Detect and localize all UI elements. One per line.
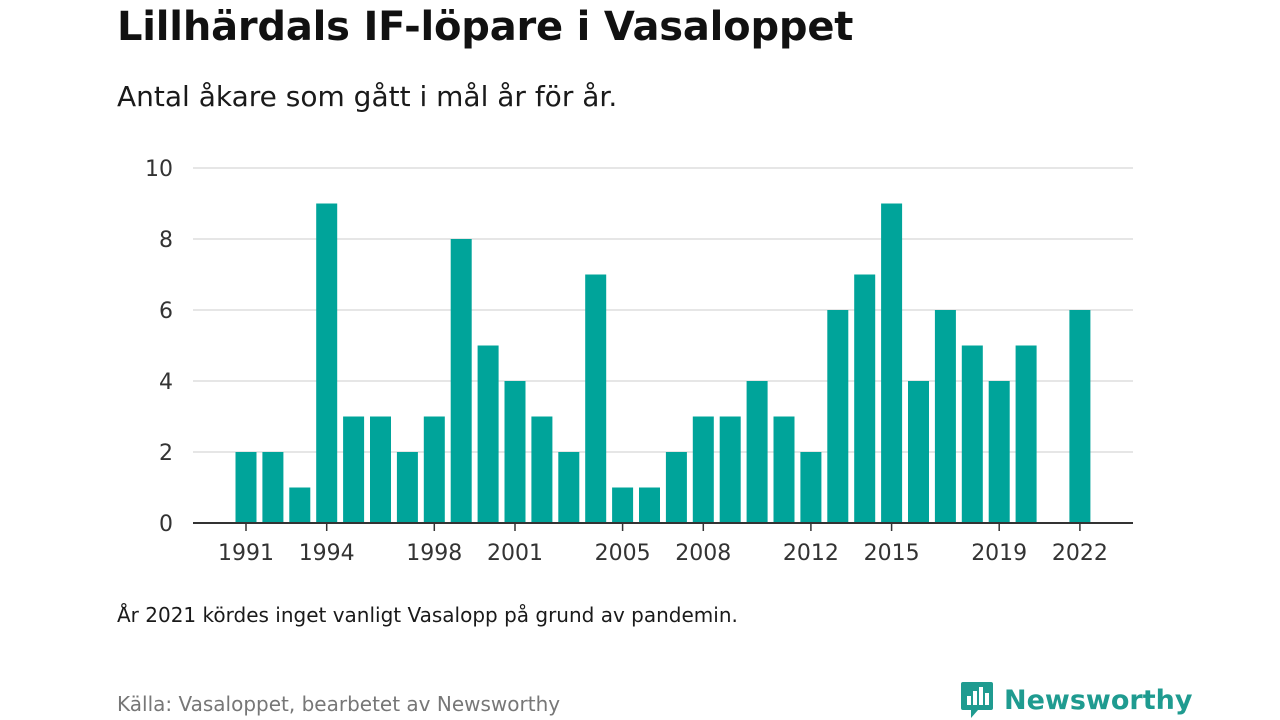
bar-2008 [692,416,714,523]
bar-2007 [665,452,687,523]
bar-2012 [800,452,822,523]
axes: 0 2 4 6 8 10 1991 1994 1998 2001 2005 2008 2012 2015 2… [145,157,1133,566]
bar-2013 [827,310,849,523]
bar-2014 [854,274,876,523]
bar-2001 [504,381,526,523]
bar-2010 [746,381,768,523]
y-tick-label-4: 4 [159,370,173,395]
x-tick-label-2022: 2022 [1052,541,1108,566]
chart-note: År 2021 kördes inget vanligt Vasalopp på… [117,603,738,627]
bar-1998 [423,416,445,523]
brand-name: Newsworthy [1004,684,1193,716]
bar-1996 [370,416,391,523]
bar-2009 [719,416,741,523]
bar-2016 [908,381,929,523]
y-tick-label-6: 6 [159,299,173,324]
newsworthy-brand[interactable]: Newsworthy [960,680,1192,720]
y-tick-label-10: 10 [145,157,173,182]
y-tick-label-8: 8 [159,228,173,253]
bar-1997 [396,452,418,523]
y-tick-label-2: 2 [159,441,173,466]
bar-2018 [961,345,983,523]
x-tick-label-2008: 2008 [675,541,731,566]
newsworthy-logo-icon [961,682,993,718]
x-tick-label-2015: 2015 [864,541,920,566]
x-tick-label-2005: 2005 [595,541,651,566]
bar-1992 [262,452,284,523]
bar-2017 [934,310,956,523]
bar-1991 [235,452,257,523]
x-tick-label-1994: 1994 [299,541,355,566]
x-tick-label-2019: 2019 [971,541,1027,566]
bar-1994 [316,203,338,523]
bar-2015 [881,203,903,523]
bar-2006 [639,487,660,523]
bar-chart: 0 2 4 6 8 10 1991 1994 1998 2001 2005 2008 2012 2015 2… [145,157,1133,566]
bar-2022 [1069,310,1091,523]
bars [235,203,1091,523]
y-tick-label-0: 0 [159,512,173,537]
x-tick-label-1991: 1991 [218,541,274,566]
bar-2019 [988,381,1010,523]
bar-2002 [531,416,553,523]
bar-2011 [773,416,795,523]
x-tick-label-1998: 1998 [406,541,462,566]
bar-1999 [450,239,472,523]
chart-title: Lillhärdals IF-löpare i Vasaloppet [117,4,854,50]
x-tick-label-2001: 2001 [487,541,543,566]
chart-subtitle: Antal åkare som gått i mål år för år. [117,80,618,113]
bar-2005 [612,487,634,523]
bar-1993 [289,487,311,523]
x-tick-label-2012: 2012 [783,541,839,566]
bar-2003 [558,452,580,523]
source-text: Källa: Vasaloppet, bearbetet av Newswort… [117,692,561,716]
bar-1995 [343,416,365,523]
bar-2004 [585,274,607,523]
bar-2000 [477,345,499,523]
bar-2020 [1015,345,1037,523]
